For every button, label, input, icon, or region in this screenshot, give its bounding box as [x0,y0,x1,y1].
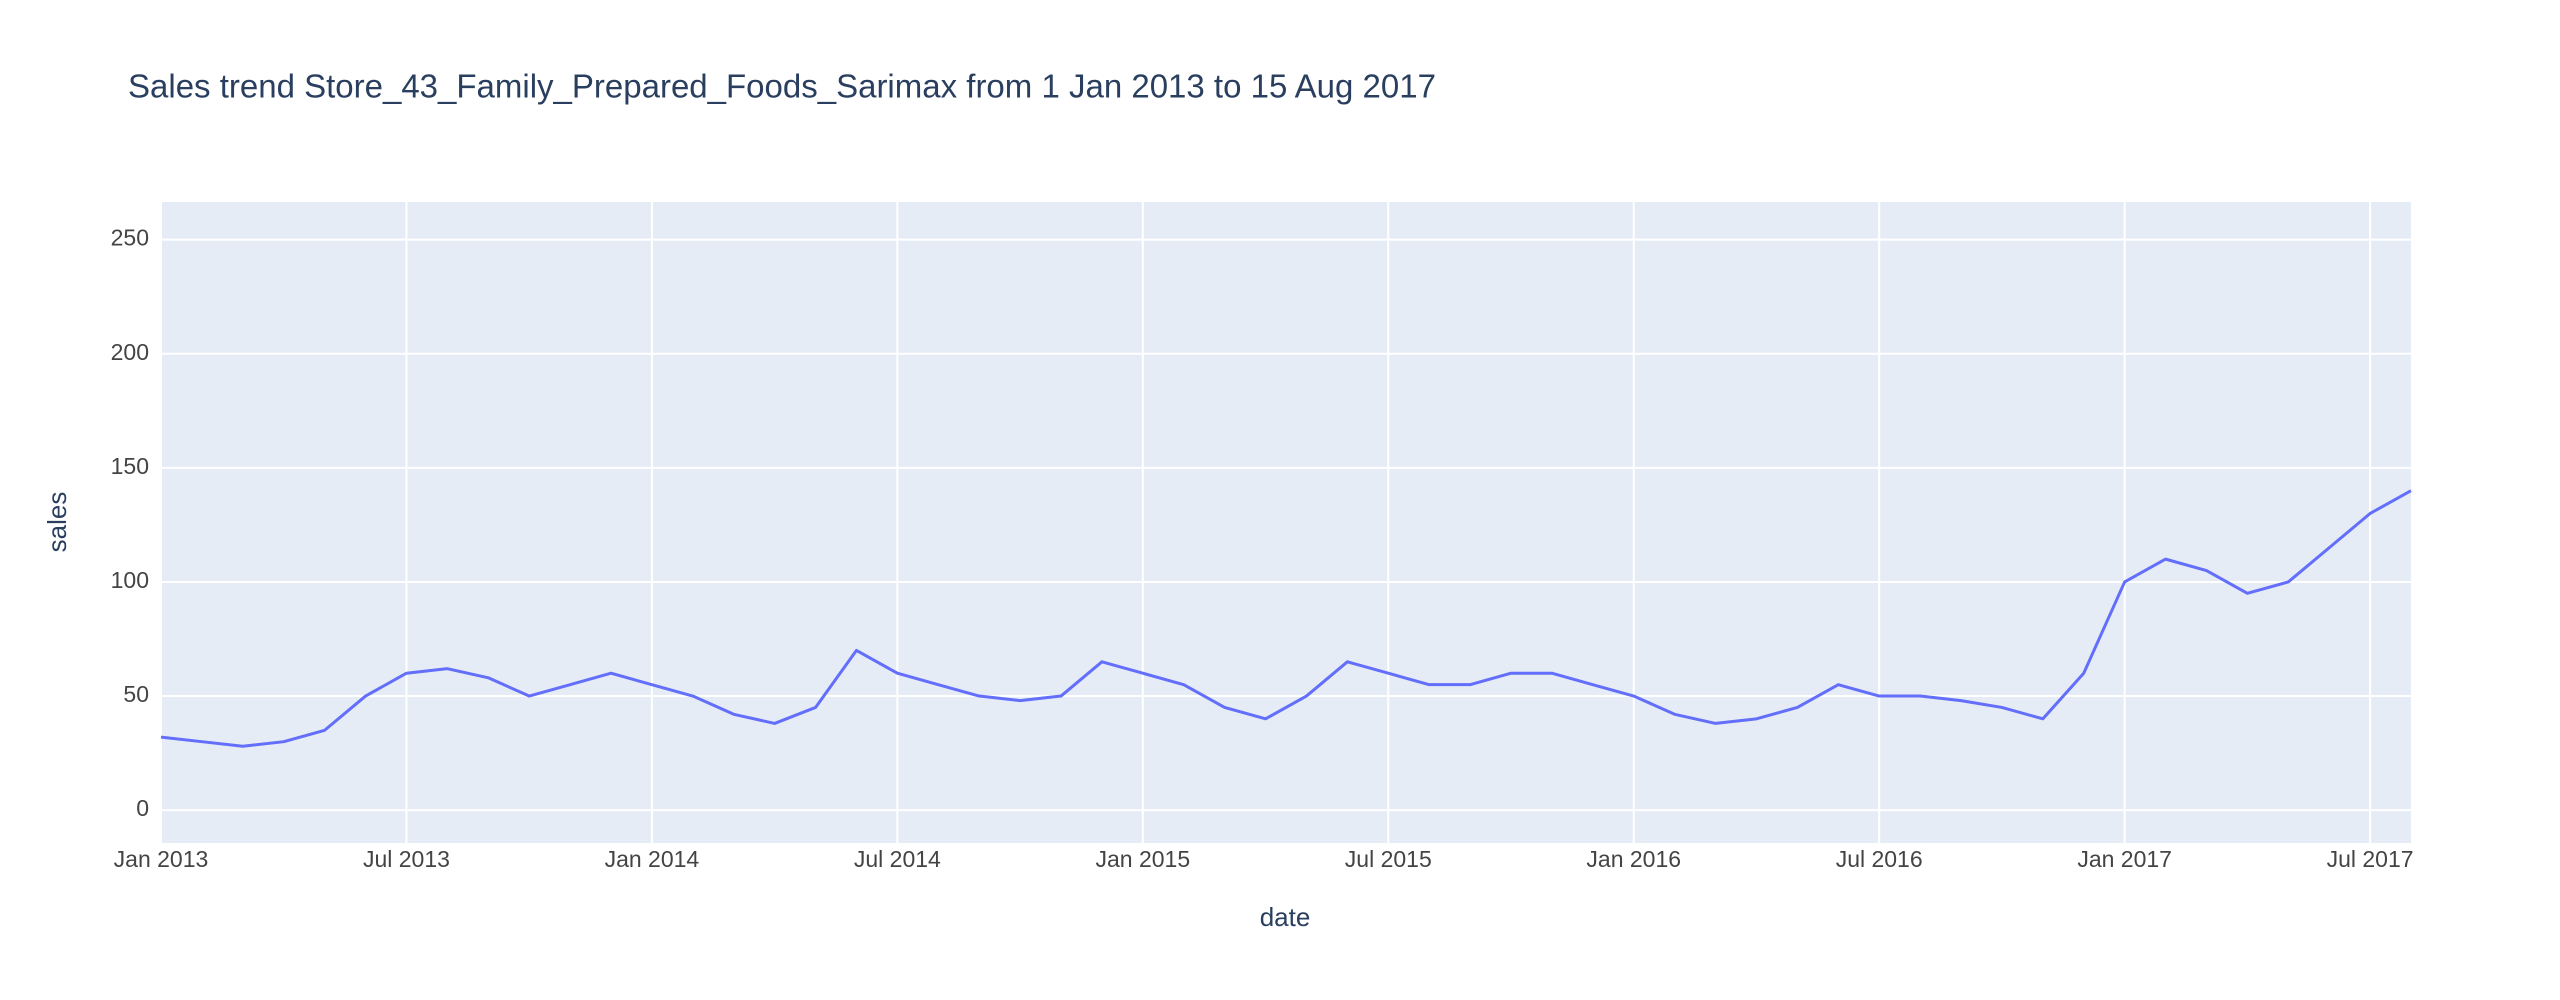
x-tick-label: Jul 2015 [1345,846,1432,872]
x-tick-label: Jan 2014 [605,846,700,872]
x-tick-label: Jul 2013 [363,846,450,872]
x-tick-label: Jul 2016 [1836,846,1923,872]
y-tick-label: 50 [123,681,149,707]
y-tick-label: 150 [111,453,149,479]
x-tick-label: Jan 2017 [2077,846,2172,872]
grid [160,202,2411,843]
y-tick-label: 250 [111,225,149,251]
x-tick-label: Jan 2016 [1586,846,1681,872]
y-tick-label: 100 [111,567,149,593]
chart-title: Sales trend Store_43_Family_Prepared_Foo… [128,68,1436,105]
x-tick-label: Jul 2017 [2327,846,2414,872]
y-axis-title: sales [42,492,72,553]
y-tick-label: 0 [136,795,149,821]
x-tick-label: Jan 2013 [114,846,209,872]
sales-line [160,489,2412,748]
y-tick-label: 200 [111,339,149,365]
x-tick-label: Jan 2015 [1095,846,1190,872]
plot-area [161,202,2411,843]
x-tick-label: Jul 2014 [854,846,941,872]
x-axis-title: date [1260,902,1311,932]
marks [160,489,2412,748]
